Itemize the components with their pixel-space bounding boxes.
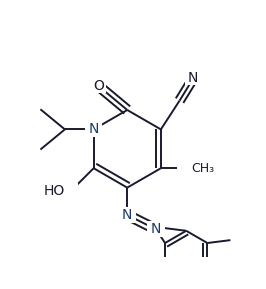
Bar bbox=[185, 71, 200, 85]
Bar bbox=[85, 121, 102, 137]
Bar bbox=[52, 183, 78, 199]
Text: N: N bbox=[122, 208, 132, 222]
Text: HO: HO bbox=[44, 184, 65, 198]
Text: N: N bbox=[88, 123, 99, 136]
Bar bbox=[119, 207, 136, 223]
Text: O: O bbox=[93, 79, 104, 92]
Text: N: N bbox=[187, 71, 198, 85]
Text: CH₃: CH₃ bbox=[191, 162, 214, 175]
Text: N: N bbox=[151, 222, 161, 236]
Bar bbox=[177, 161, 205, 175]
Bar bbox=[147, 221, 165, 237]
Bar bbox=[91, 78, 106, 93]
